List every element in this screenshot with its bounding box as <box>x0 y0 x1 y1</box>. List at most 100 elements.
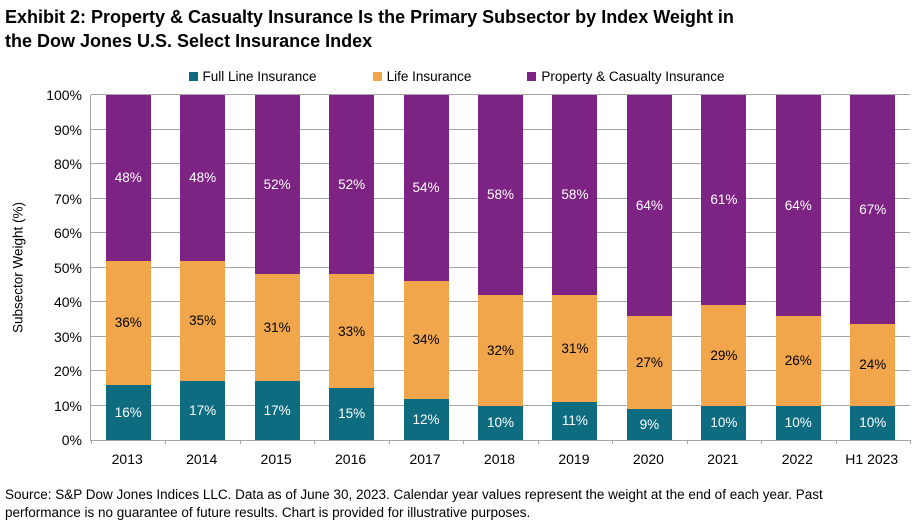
stacked-bar: 61% 29% 10% <box>701 95 747 440</box>
legend-label: Life Insurance <box>386 68 472 84</box>
bar-segment: 36% <box>105 260 151 385</box>
stacked-bar: 58% 32% 10% <box>477 95 523 440</box>
x-axis-category-label: 2021 <box>707 451 739 467</box>
bar-value-label: 36% <box>114 314 142 330</box>
x-axis-tick <box>612 440 614 444</box>
bar-value-label: 54% <box>412 180 440 196</box>
bar-value-label: 10% <box>710 415 738 430</box>
x-axis-tick <box>686 440 688 444</box>
y-axis-tick-label: 40% <box>53 294 82 310</box>
bar-segment: 10% <box>775 405 821 440</box>
x-axis-category-label: 2017 <box>409 451 441 467</box>
bar-value-label: 31% <box>561 340 589 356</box>
bar-segment: 58% <box>477 95 523 296</box>
legend: Full Line Insurance Life Insurance Propert… <box>0 67 913 85</box>
y-axis-tick-label: 0% <box>61 432 82 448</box>
bar-segment: 15% <box>329 388 375 440</box>
stacked-bar: 64% 27% 9% <box>626 95 672 440</box>
stacked-bar: 52% 31% 17% <box>254 95 300 440</box>
x-axis-tick <box>91 440 92 444</box>
bars-container: 48% 36% 16% 48% 35% 17% 52% 31% 17% 52% 33% 15% 54% 3… <box>91 95 910 440</box>
bar-segment: 24% <box>850 323 896 406</box>
bar-segment: 10% <box>477 405 523 440</box>
bar-value-label: 9% <box>639 416 660 432</box>
bar-value-label: 29% <box>710 347 738 363</box>
y-axis-tick-labels: 0% 10% 20% 30% 40% 50% 60% 70% 80% 90% 100% <box>0 87 82 448</box>
bar-segment: 17% <box>180 381 226 440</box>
bar-segment: 10% <box>701 405 747 440</box>
bar-value-label: 48% <box>189 170 217 186</box>
stacked-bar: 58% 31% 11% <box>552 95 598 440</box>
x-axis-tick <box>165 440 167 444</box>
x-axis-tick <box>314 440 316 444</box>
bar-segment: 34% <box>403 281 449 399</box>
stacked-bar: 48% 35% 17% <box>180 95 226 440</box>
bar-segment: 52% <box>254 95 300 275</box>
bar-segment: 11% <box>552 402 598 440</box>
bar-segment: 48% <box>180 95 226 261</box>
bar-value-label: 31% <box>263 320 291 336</box>
bar-value-label: 52% <box>263 176 291 192</box>
bar-value-label: 24% <box>859 357 887 373</box>
legend-item: Life Insurance <box>372 68 472 84</box>
bar-value-label: 10% <box>859 415 887 431</box>
legend-item: Full Line Insurance <box>188 68 317 84</box>
bar-value-label: 10% <box>486 415 514 430</box>
legend-label: Full Line Insurance <box>202 68 317 84</box>
bar-segment: 48% <box>105 95 151 261</box>
bar-segment: 58% <box>552 95 598 296</box>
x-axis-tick <box>463 440 465 444</box>
bar-value-label: 17% <box>263 402 291 418</box>
y-axis-tick-label: 10% <box>53 397 82 414</box>
x-axis-tick <box>910 440 911 444</box>
bar-value-label: 10% <box>784 415 812 430</box>
x-axis-ticks <box>91 440 911 445</box>
bar-value-label: 17% <box>189 402 217 418</box>
source-note-line1: Source: S&P Dow Jones Indices LLC. Data … <box>5 487 823 502</box>
bar-value-label: 64% <box>784 197 812 213</box>
stacked-bar: 54% 34% 12% <box>403 95 449 440</box>
x-axis-category-label: 2020 <box>632 451 664 467</box>
bar-column-2013: 48% 36% 16% <box>91 95 165 440</box>
x-axis-tick <box>835 440 837 444</box>
stacked-bar: 67% 24% 10% <box>850 95 896 440</box>
y-axis-tick-label: 60% <box>53 225 82 241</box>
legend-swatch-icon <box>372 71 382 81</box>
y-axis-tick-label: 90% <box>53 121 82 138</box>
bar-column-h1-2023: 67% 24% 10% <box>836 95 910 440</box>
gridline <box>91 94 910 95</box>
y-axis-tick-label: 30% <box>53 328 82 345</box>
y-axis-tick-label: 70% <box>53 190 82 207</box>
bar-segment: 33% <box>329 274 375 389</box>
source-note-line2: performance is no guarantee of future re… <box>5 504 531 520</box>
y-axis-tick-label: 50% <box>53 259 82 276</box>
x-axis-category-label: 2016 <box>335 451 367 467</box>
bar-segment: 12% <box>403 398 449 440</box>
bar-segment: 61% <box>701 95 747 306</box>
bar-column-2019: 58% 31% 11% <box>538 95 612 440</box>
bar-column-2017: 54% 34% 12% <box>389 95 463 440</box>
x-axis-tick <box>761 440 763 444</box>
x-axis-category-label: 2019 <box>558 451 590 467</box>
x-axis-category-label: 2015 <box>260 451 292 467</box>
x-axis-tick <box>537 440 539 444</box>
bar-segment: 67% <box>850 95 896 324</box>
y-axis-tick-label: 20% <box>53 363 82 379</box>
x-axis-category-label: H1 2023 <box>845 451 899 467</box>
bar-segment: 31% <box>254 274 300 382</box>
x-axis-tick <box>388 440 390 444</box>
y-axis-tick-label: 80% <box>53 156 82 172</box>
bar-segment: 52% <box>329 95 375 275</box>
bar-column-2014: 48% 35% 17% <box>165 95 239 440</box>
source-note: Source: S&P Dow Jones Indices LLC. Data … <box>5 486 910 522</box>
legend-swatch-icon <box>527 71 537 81</box>
bar-segment: 64% <box>626 95 672 316</box>
bar-value-label: 34% <box>412 332 440 348</box>
bar-value-label: 48% <box>114 170 142 186</box>
bar-segment: 32% <box>477 295 523 406</box>
bar-value-label: 32% <box>486 342 514 358</box>
bar-value-label: 27% <box>635 354 663 370</box>
x-axis-tick <box>239 440 241 444</box>
bar-value-label: 67% <box>859 201 887 217</box>
legend-label: Property & Casualty Insurance <box>541 68 725 84</box>
